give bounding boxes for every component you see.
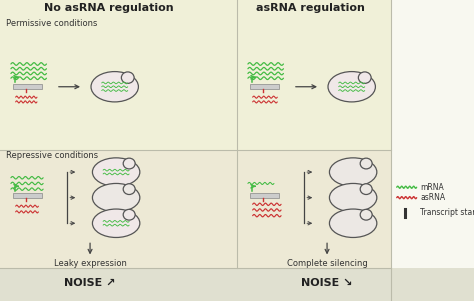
Bar <box>0 18 391 150</box>
Ellipse shape <box>328 72 375 102</box>
Ellipse shape <box>360 184 372 194</box>
Bar <box>0 268 474 301</box>
Text: asRNA: asRNA <box>420 193 446 202</box>
Text: Repressive conditions: Repressive conditions <box>6 151 98 160</box>
Ellipse shape <box>92 183 140 212</box>
Text: mRNA: mRNA <box>420 183 444 192</box>
Ellipse shape <box>123 209 135 220</box>
Text: NOISE ↘: NOISE ↘ <box>301 278 353 288</box>
Ellipse shape <box>329 209 377 237</box>
Bar <box>250 194 279 198</box>
Ellipse shape <box>92 158 140 186</box>
Text: Transcript start site: Transcript start site <box>420 208 474 217</box>
Bar <box>13 194 42 198</box>
Ellipse shape <box>329 183 377 212</box>
Text: No asRNA regulation: No asRNA regulation <box>44 3 174 13</box>
Text: Leaky expression: Leaky expression <box>54 259 127 268</box>
Ellipse shape <box>360 209 372 220</box>
Ellipse shape <box>123 158 135 169</box>
Text: Permissive conditions: Permissive conditions <box>6 19 97 28</box>
Bar <box>250 84 279 89</box>
Ellipse shape <box>91 72 138 102</box>
Ellipse shape <box>121 72 134 83</box>
Ellipse shape <box>360 158 372 169</box>
Bar <box>391 0 474 268</box>
Text: NOISE ↗: NOISE ↗ <box>64 278 116 288</box>
Bar <box>13 84 42 89</box>
Ellipse shape <box>329 158 377 186</box>
Ellipse shape <box>92 209 140 237</box>
Ellipse shape <box>123 184 135 194</box>
Text: asRNA regulation: asRNA regulation <box>256 3 365 13</box>
Text: Complete silencing: Complete silencing <box>287 259 367 268</box>
Bar <box>0 150 391 268</box>
Ellipse shape <box>358 72 371 83</box>
